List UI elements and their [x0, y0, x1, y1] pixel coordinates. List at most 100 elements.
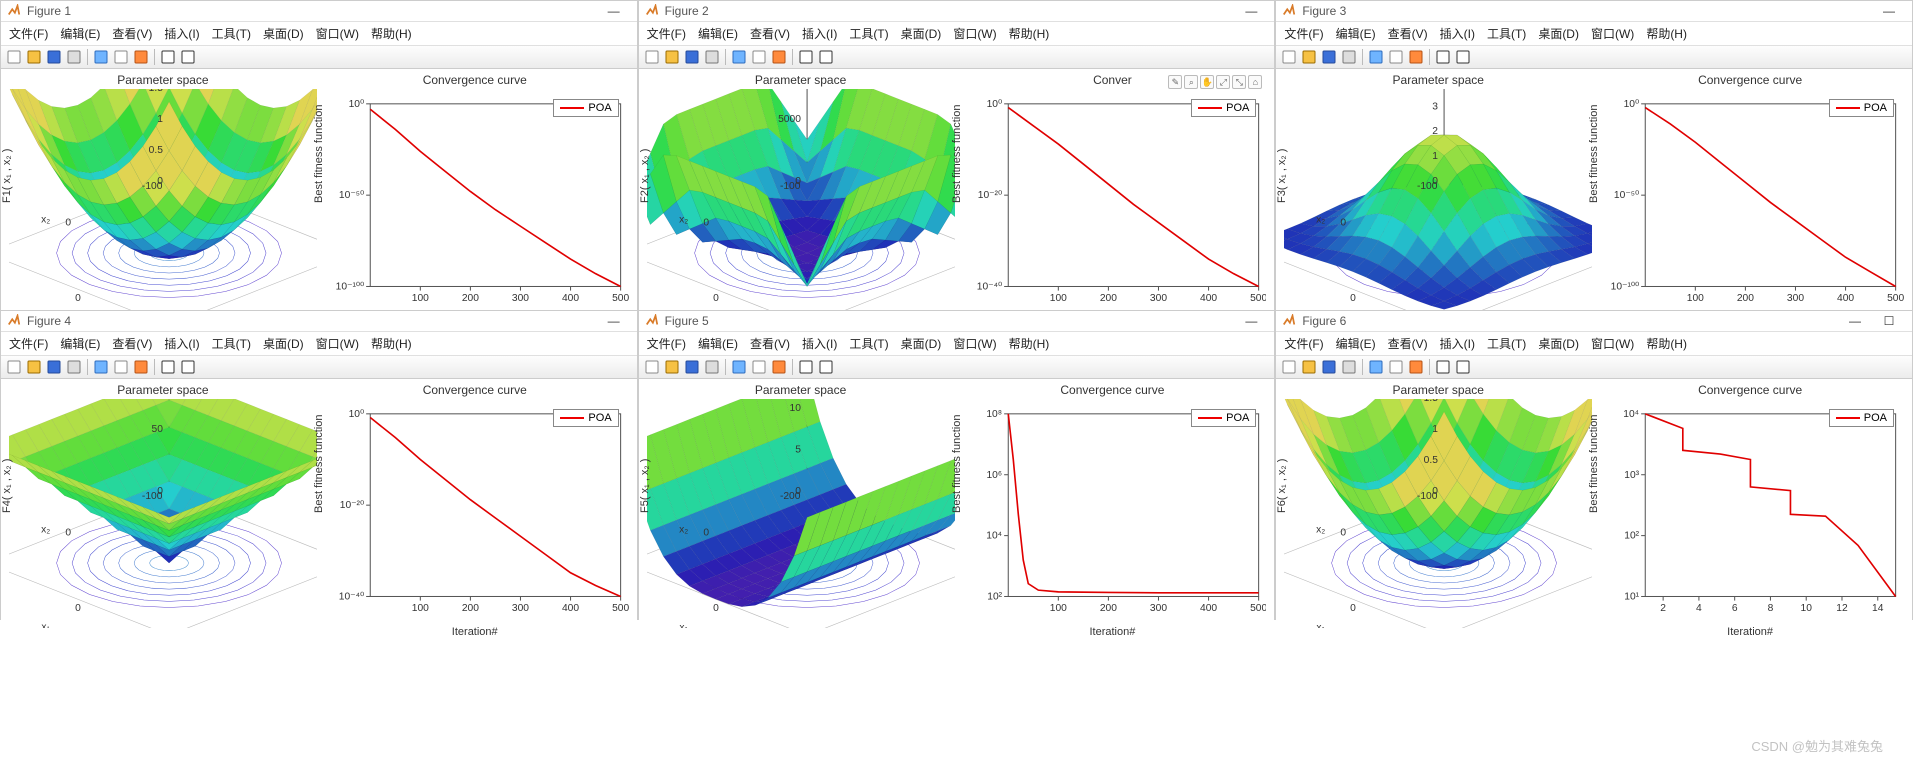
menu-item-0[interactable]: 文件(F): [1284, 335, 1323, 352]
save-icon[interactable]: [683, 48, 701, 66]
menu-item-3[interactable]: 插入(I): [164, 25, 199, 42]
link-icon[interactable]: [112, 358, 130, 376]
menu-item-7[interactable]: 帮助(H): [1009, 25, 1050, 42]
datatip-icon[interactable]: [92, 358, 110, 376]
menu-item-3[interactable]: 插入(I): [1440, 25, 1475, 42]
minimize-icon[interactable]: —: [597, 311, 631, 331]
menu-item-5[interactable]: 桌面(D): [263, 335, 304, 352]
axnav-btn-2[interactable]: ✋: [1200, 75, 1214, 89]
axnav-btn-3[interactable]: ⤢: [1216, 75, 1230, 89]
menu-item-4[interactable]: 工具(T): [212, 335, 251, 352]
open-icon[interactable]: [663, 358, 681, 376]
pointer-icon[interactable]: [797, 358, 815, 376]
menu-item-6[interactable]: 窗口(W): [316, 25, 359, 42]
save-icon[interactable]: [1320, 358, 1338, 376]
pointer-icon[interactable]: [159, 358, 177, 376]
menu-item-7[interactable]: 帮助(H): [1646, 25, 1687, 42]
print-icon[interactable]: [65, 358, 83, 376]
menu-item-6[interactable]: 窗口(W): [953, 25, 996, 42]
menu-item-5[interactable]: 桌面(D): [1538, 25, 1579, 42]
save-icon[interactable]: [45, 48, 63, 66]
link-icon[interactable]: [1387, 358, 1405, 376]
menu-item-0[interactable]: 文件(F): [9, 335, 48, 352]
menu-item-2[interactable]: 查看(V): [1388, 335, 1428, 352]
datatip-icon[interactable]: [1367, 358, 1385, 376]
new-figure-icon[interactable]: [1280, 48, 1298, 66]
menu-item-0[interactable]: 文件(F): [647, 335, 686, 352]
menu-item-5[interactable]: 桌面(D): [901, 25, 942, 42]
menu-item-2[interactable]: 查看(V): [750, 25, 790, 42]
open-icon[interactable]: [25, 48, 43, 66]
axnav-btn-4[interactable]: ⤡: [1232, 75, 1246, 89]
new-figure-icon[interactable]: [5, 48, 23, 66]
menu-item-4[interactable]: 工具(T): [1487, 25, 1526, 42]
save-icon[interactable]: [1320, 48, 1338, 66]
menu-item-1[interactable]: 编辑(E): [60, 25, 100, 42]
menu-item-5[interactable]: 桌面(D): [901, 335, 942, 352]
menu-item-6[interactable]: 窗口(W): [953, 335, 996, 352]
pointer-icon[interactable]: [1434, 48, 1452, 66]
new-figure-icon[interactable]: [643, 358, 661, 376]
axnav-btn-1[interactable]: ⌕: [1184, 75, 1198, 89]
menu-item-4[interactable]: 工具(T): [849, 25, 888, 42]
print-icon[interactable]: [1340, 48, 1358, 66]
menu-item-6[interactable]: 窗口(W): [1591, 25, 1634, 42]
rotate3d-icon[interactable]: [817, 358, 835, 376]
axnav-btn-5[interactable]: ⌂: [1248, 75, 1262, 89]
menu-item-5[interactable]: 桌面(D): [263, 25, 304, 42]
menu-item-4[interactable]: 工具(T): [849, 335, 888, 352]
print-icon[interactable]: [1340, 358, 1358, 376]
menu-item-2[interactable]: 查看(V): [1388, 25, 1428, 42]
save-icon[interactable]: [683, 358, 701, 376]
save-icon[interactable]: [45, 358, 63, 376]
print-icon[interactable]: [65, 48, 83, 66]
rotate3d-icon[interactable]: [1454, 48, 1472, 66]
menu-item-5[interactable]: 桌面(D): [1538, 335, 1579, 352]
datatip-icon[interactable]: [730, 48, 748, 66]
brush-icon[interactable]: [770, 48, 788, 66]
brush-icon[interactable]: [1407, 358, 1425, 376]
brush-icon[interactable]: [132, 358, 150, 376]
minimize-icon[interactable]: —: [597, 1, 631, 21]
datatip-icon[interactable]: [1367, 48, 1385, 66]
axnav-btn-0[interactable]: ✎: [1168, 75, 1182, 89]
new-figure-icon[interactable]: [1280, 358, 1298, 376]
rotate3d-icon[interactable]: [179, 48, 197, 66]
link-icon[interactable]: [750, 48, 768, 66]
minimize-icon[interactable]: —: [1838, 311, 1872, 331]
menu-item-1[interactable]: 编辑(E): [1336, 335, 1376, 352]
menu-item-1[interactable]: 编辑(E): [698, 25, 738, 42]
menu-item-7[interactable]: 帮助(H): [371, 25, 412, 42]
brush-icon[interactable]: [132, 48, 150, 66]
minimize-icon[interactable]: —: [1872, 1, 1906, 21]
menu-item-2[interactable]: 查看(V): [112, 335, 152, 352]
link-icon[interactable]: [1387, 48, 1405, 66]
open-icon[interactable]: [663, 48, 681, 66]
rotate3d-icon[interactable]: [179, 358, 197, 376]
menu-item-3[interactable]: 插入(I): [802, 335, 837, 352]
minimize-icon[interactable]: —: [1234, 1, 1268, 21]
brush-icon[interactable]: [770, 358, 788, 376]
print-icon[interactable]: [703, 358, 721, 376]
menu-item-0[interactable]: 文件(F): [1284, 25, 1323, 42]
menu-item-6[interactable]: 窗口(W): [316, 335, 359, 352]
menu-item-2[interactable]: 查看(V): [750, 335, 790, 352]
open-icon[interactable]: [25, 358, 43, 376]
menu-item-3[interactable]: 插入(I): [164, 335, 199, 352]
open-icon[interactable]: [1300, 358, 1318, 376]
menu-item-1[interactable]: 编辑(E): [1336, 25, 1376, 42]
menu-item-1[interactable]: 编辑(E): [698, 335, 738, 352]
rotate3d-icon[interactable]: [1454, 358, 1472, 376]
menu-item-4[interactable]: 工具(T): [1487, 335, 1526, 352]
new-figure-icon[interactable]: [5, 358, 23, 376]
menu-item-6[interactable]: 窗口(W): [1591, 335, 1634, 352]
pointer-icon[interactable]: [159, 48, 177, 66]
datatip-icon[interactable]: [92, 48, 110, 66]
menu-item-7[interactable]: 帮助(H): [1646, 335, 1687, 352]
brush-icon[interactable]: [1407, 48, 1425, 66]
menu-item-2[interactable]: 查看(V): [112, 25, 152, 42]
menu-item-0[interactable]: 文件(F): [9, 25, 48, 42]
link-icon[interactable]: [750, 358, 768, 376]
menu-item-7[interactable]: 帮助(H): [371, 335, 412, 352]
pointer-icon[interactable]: [1434, 358, 1452, 376]
